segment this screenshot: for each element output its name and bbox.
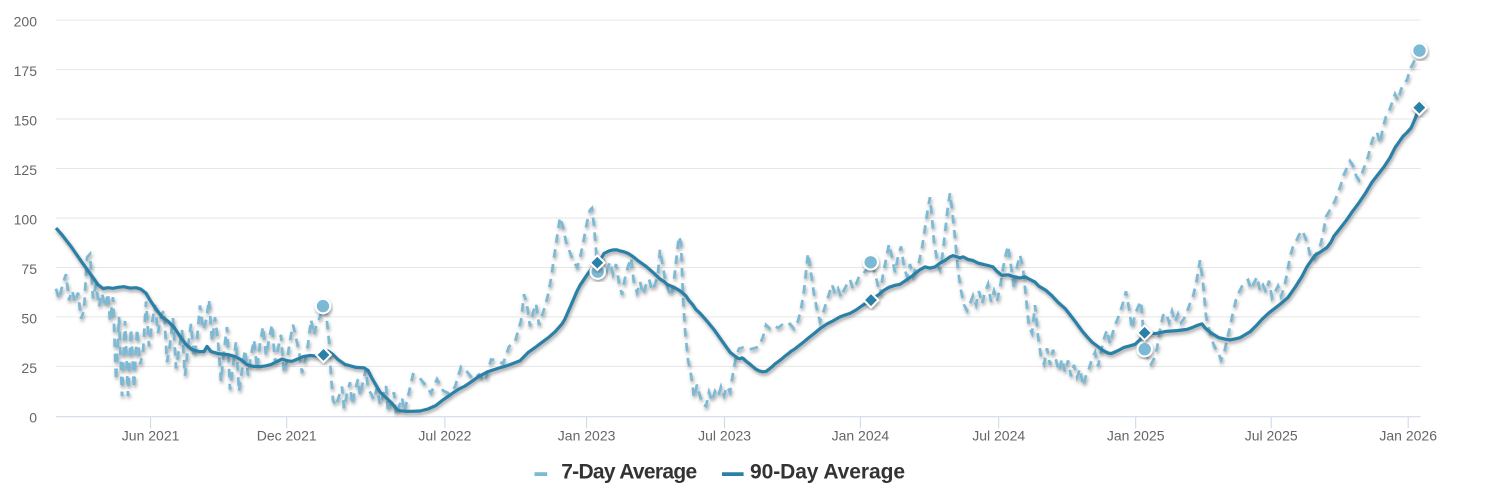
svg-text:7-Day Average: 7-Day Average: [561, 460, 696, 483]
svg-text:100: 100: [14, 212, 38, 228]
svg-text:Jan 2023: Jan 2023: [558, 428, 616, 444]
svg-text:Jan 2026: Jan 2026: [1379, 428, 1437, 444]
svg-text:25: 25: [21, 360, 37, 376]
svg-text:Jul 2023: Jul 2023: [698, 428, 751, 444]
svg-text:200: 200: [14, 14, 38, 30]
svg-text:75: 75: [21, 261, 37, 277]
svg-text:Jun 2021: Jun 2021: [122, 428, 180, 444]
svg-text:Jan 2025: Jan 2025: [1107, 428, 1165, 444]
svg-text:175: 175: [14, 63, 38, 79]
svg-text:Dec 2021: Dec 2021: [257, 428, 317, 444]
svg-text:Jul 2024: Jul 2024: [972, 428, 1025, 444]
svg-text:Jul 2025: Jul 2025: [1245, 428, 1298, 444]
svg-text:150: 150: [14, 113, 38, 129]
svg-text:0: 0: [29, 409, 37, 425]
svg-text:90-Day Average: 90-Day Average: [750, 460, 905, 483]
svg-text:Jul 2022: Jul 2022: [418, 428, 471, 444]
svg-text:Jan 2024: Jan 2024: [832, 428, 890, 444]
svg-text:125: 125: [14, 162, 38, 178]
svg-text:50: 50: [21, 310, 37, 326]
